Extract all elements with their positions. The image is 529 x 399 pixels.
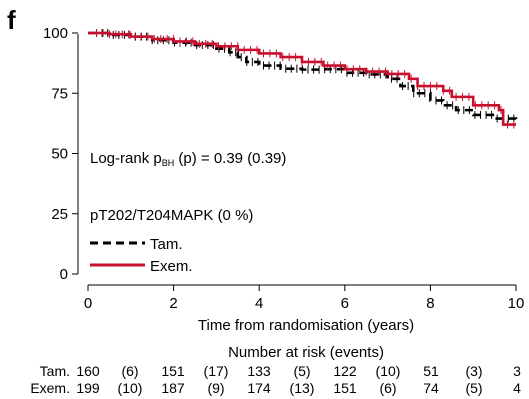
- censor-marks: [96, 29, 515, 123]
- risk-cell: (9): [207, 380, 224, 396]
- risk-cell: 74: [423, 380, 439, 396]
- y-axis-ticks: 0 25 50 75 100: [43, 25, 78, 283]
- risk-cell: (3): [465, 363, 482, 379]
- risk-table: Tam. 160 (6) 151 (17) 133 (5) 122 (10) 51 (3) 3 Exem…: [30, 363, 521, 396]
- x-axis-label: Time from randomisation (years): [198, 317, 414, 334]
- risk-cell: 151: [161, 363, 185, 379]
- legend: Tam. Exem.: [90, 236, 193, 275]
- risk-cell: (10): [118, 380, 143, 396]
- risk-cell: (6): [379, 380, 396, 396]
- y-tick-label: 75: [51, 85, 68, 102]
- logrank-suffix: (p) = 0.39 (0.39): [174, 150, 286, 167]
- logrank-subscript: BH: [162, 158, 175, 168]
- x-tick-label: 8: [426, 295, 434, 312]
- risk-cell: 51: [423, 363, 439, 379]
- x-tick-label: 10: [508, 295, 525, 312]
- risk-cell: 3: [513, 363, 521, 379]
- risk-cell: (10): [376, 363, 401, 379]
- x-tick-label: 6: [341, 295, 349, 312]
- panel-label: f: [7, 5, 16, 35]
- marker-label: pT202/T204MAPK (0 %): [90, 207, 253, 224]
- km-curve-tam: [88, 31, 518, 120]
- risk-cell: 4: [513, 380, 521, 396]
- risk-cell: (5): [293, 363, 310, 379]
- y-tick-label: 50: [51, 146, 68, 163]
- y-tick-label: 0: [60, 266, 68, 283]
- logrank-prefix: Log-rank p: [90, 150, 162, 167]
- risk-cell: 187: [161, 380, 185, 396]
- x-axis-ticks: 0 2 4 6 8 10: [84, 285, 525, 312]
- risk-cell: 174: [247, 380, 271, 396]
- risk-cell: (13): [290, 380, 315, 396]
- logrank-annotation: Log-rank pBH (p) = 0.39 (0.39): [90, 150, 286, 168]
- y-tick-label: 25: [51, 206, 68, 223]
- km-curves: [88, 29, 518, 129]
- censor-marks: [96, 29, 515, 129]
- risk-table-title: Number at risk (events): [228, 344, 384, 361]
- legend-label-exem: Exem.: [150, 258, 193, 275]
- x-tick-label: 2: [169, 295, 177, 312]
- legend-label-tam: Tam.: [150, 236, 183, 253]
- risk-cell: (17): [204, 363, 229, 379]
- y-tick-label: 100: [43, 25, 68, 42]
- risk-cell: 160: [76, 363, 100, 379]
- risk-cell: 151: [333, 380, 357, 396]
- x-tick-label: 0: [84, 295, 92, 312]
- risk-row-label: Exem.: [30, 380, 70, 396]
- risk-cell: 199: [76, 380, 100, 396]
- risk-cell: 122: [333, 363, 357, 379]
- km-curve-exem: [88, 31, 516, 126]
- risk-cell: (5): [465, 380, 482, 396]
- risk-row-label: Tam.: [40, 363, 70, 379]
- risk-cell: 133: [247, 363, 271, 379]
- risk-cell: (6): [121, 363, 138, 379]
- x-tick-label: 4: [255, 295, 263, 312]
